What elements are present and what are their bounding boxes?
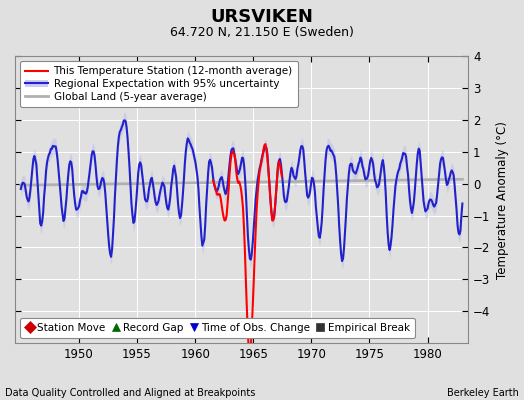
Text: 64.720 N, 21.150 E (Sweden): 64.720 N, 21.150 E (Sweden) bbox=[170, 26, 354, 39]
Y-axis label: Temperature Anomaly (°C): Temperature Anomaly (°C) bbox=[496, 121, 509, 278]
Text: Berkeley Earth: Berkeley Earth bbox=[447, 388, 519, 398]
Text: URSVIKEN: URSVIKEN bbox=[211, 8, 313, 26]
Text: Data Quality Controlled and Aligned at Breakpoints: Data Quality Controlled and Aligned at B… bbox=[5, 388, 256, 398]
Legend: Station Move, Record Gap, Time of Obs. Change, Empirical Break: Station Move, Record Gap, Time of Obs. C… bbox=[20, 318, 415, 338]
